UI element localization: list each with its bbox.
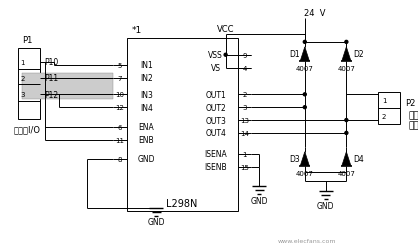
Text: 8: 8 — [117, 156, 122, 162]
Text: D3: D3 — [290, 154, 300, 164]
Text: ISENB: ISENB — [204, 163, 227, 171]
Text: GND: GND — [317, 201, 334, 210]
Text: OUT3: OUT3 — [205, 116, 226, 125]
Circle shape — [345, 41, 348, 44]
Text: 7: 7 — [117, 75, 122, 81]
Bar — [378, 93, 400, 124]
Text: VCC: VCC — [217, 24, 234, 33]
Text: 4007: 4007 — [296, 170, 314, 176]
Text: ISENA: ISENA — [204, 150, 227, 159]
Bar — [127, 39, 237, 211]
Text: 单片机I/O: 单片机I/O — [13, 125, 40, 134]
Text: 3: 3 — [20, 92, 25, 98]
Bar — [18, 49, 40, 120]
Text: 1: 1 — [20, 59, 25, 66]
Text: 3: 3 — [242, 105, 247, 111]
Text: 11: 11 — [115, 137, 124, 143]
Text: P1: P1 — [22, 36, 32, 45]
Circle shape — [303, 93, 306, 97]
Text: 5: 5 — [117, 62, 122, 68]
Text: 13: 13 — [240, 118, 249, 123]
Text: ENB: ENB — [139, 136, 154, 145]
Text: 2: 2 — [382, 114, 386, 120]
Text: 12: 12 — [115, 105, 124, 111]
Text: 4007: 4007 — [296, 65, 314, 71]
Text: ENA: ENA — [139, 123, 154, 132]
Text: P12: P12 — [44, 90, 59, 100]
Text: VSS: VSS — [208, 51, 223, 60]
Bar — [22, 73, 113, 100]
Text: 4007: 4007 — [337, 65, 355, 71]
Text: 直流
电机: 直流 电机 — [408, 111, 418, 130]
Text: D4: D4 — [353, 154, 364, 164]
Text: L298N: L298N — [166, 198, 198, 208]
Circle shape — [345, 119, 348, 122]
Text: 4007: 4007 — [337, 170, 355, 176]
Text: OUT2: OUT2 — [205, 103, 226, 112]
Text: 4: 4 — [242, 65, 247, 71]
Text: OUT1: OUT1 — [205, 90, 226, 100]
Text: GND: GND — [250, 196, 268, 205]
Text: 1: 1 — [382, 98, 386, 104]
Text: 9: 9 — [242, 52, 247, 58]
Text: D1: D1 — [290, 50, 300, 59]
Circle shape — [345, 132, 348, 135]
Circle shape — [224, 54, 227, 57]
Polygon shape — [301, 48, 309, 61]
Text: IN1: IN1 — [140, 61, 153, 70]
Text: www.elecfans.com: www.elecfans.com — [278, 238, 336, 243]
Text: *1: *1 — [131, 26, 142, 35]
Text: P10: P10 — [44, 58, 59, 67]
Circle shape — [303, 106, 306, 109]
Text: D2: D2 — [353, 50, 364, 59]
Text: GND: GND — [148, 218, 165, 227]
Polygon shape — [342, 152, 351, 166]
Text: 14: 14 — [240, 130, 249, 136]
Text: P11: P11 — [44, 74, 59, 83]
Text: IN3: IN3 — [140, 90, 153, 100]
Polygon shape — [301, 152, 309, 166]
Text: 24  V: 24 V — [304, 9, 326, 18]
Circle shape — [303, 41, 306, 44]
Text: GND: GND — [138, 154, 155, 164]
Text: P2: P2 — [405, 98, 415, 107]
Text: 2: 2 — [20, 75, 25, 81]
Text: 1: 1 — [242, 151, 247, 157]
Text: 15: 15 — [240, 164, 249, 170]
Polygon shape — [342, 48, 351, 61]
Text: IN4: IN4 — [140, 103, 153, 112]
Text: IN2: IN2 — [140, 74, 153, 83]
Text: 6: 6 — [117, 124, 122, 131]
Text: 10: 10 — [115, 92, 124, 98]
Text: 2: 2 — [242, 92, 247, 98]
Text: VS: VS — [211, 64, 221, 73]
Text: OUT4: OUT4 — [205, 129, 226, 138]
